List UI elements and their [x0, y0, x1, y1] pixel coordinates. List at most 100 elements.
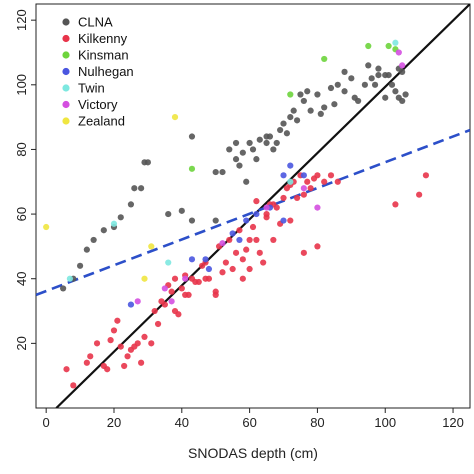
point-kilkenny [293, 194, 301, 202]
point-clna [341, 68, 348, 75]
point-kilkenny [304, 178, 311, 185]
point-kilkenny [422, 172, 430, 179]
x-tick-label: 40 [175, 415, 189, 430]
point-kilkenny [392, 201, 399, 208]
point-clna [266, 133, 274, 140]
point-clna [321, 104, 328, 111]
point-kilkenny [270, 236, 277, 244]
point-nulhegan [300, 172, 307, 179]
point-kinsman [287, 91, 294, 98]
y-axis-ticks: 20 40 60 80 100 120 [14, 9, 36, 351]
point-clna [131, 185, 138, 192]
point-nulhegan [243, 217, 250, 224]
point-clna [178, 207, 185, 214]
y-tick-label: 80 [14, 142, 29, 156]
point-zealand [171, 114, 179, 121]
point-clna [144, 159, 151, 166]
point-kilkenny [70, 382, 77, 389]
point-clna [341, 88, 348, 95]
point-twin [110, 220, 118, 227]
point-kilkenny [63, 366, 70, 373]
x-tick-label: 80 [310, 415, 324, 430]
point-clna [348, 75, 355, 82]
point-kilkenny [239, 275, 246, 282]
point-nulhegan [205, 265, 213, 273]
point-clna [232, 156, 240, 163]
y-tick-label: 120 [14, 9, 29, 31]
point-victory [219, 240, 226, 247]
point-kilkenny [327, 172, 335, 179]
legend-label-clna: CLNA [78, 15, 113, 30]
point-clna [277, 126, 284, 134]
point-clna [297, 91, 304, 98]
point-kilkenny [171, 307, 179, 315]
point-clna [138, 185, 145, 192]
point-kilkenny [307, 185, 314, 192]
x-tick-label: 20 [107, 415, 121, 430]
point-kilkenny [148, 340, 155, 347]
point-kinsman [385, 42, 392, 50]
point-clna [117, 214, 124, 221]
point-kilkenny [171, 275, 179, 282]
y-tick-label: 60 [14, 207, 29, 221]
point-kilkenny [134, 340, 141, 347]
point-clna [226, 146, 233, 153]
point-kinsman [321, 55, 328, 63]
legend-marker-clna [62, 18, 70, 26]
point-kilkenny [161, 301, 168, 308]
point-nulhegan [253, 210, 260, 218]
x-tick-label: 120 [442, 415, 464, 430]
point-kilkenny [93, 340, 101, 347]
y-tick-label: 40 [14, 271, 29, 285]
point-clna [290, 107, 297, 114]
legend-label-kilkenny: Kilkenny [78, 31, 128, 46]
point-clna [253, 156, 260, 163]
x-tick-label: 0 [43, 415, 50, 430]
point-kilkenny [151, 307, 158, 315]
legend-marker-kinsman [62, 51, 70, 59]
point-kilkenny [229, 265, 236, 273]
legend-label-kinsman: Kinsman [78, 48, 129, 63]
legend-label-nulhegan: Nulhegan [78, 64, 134, 79]
point-kilkenny [314, 243, 321, 250]
point-clna [375, 65, 382, 72]
x-axis-title: SNODAS depth (cm) [188, 445, 318, 461]
point-kilkenny [287, 217, 294, 224]
point-twin [66, 275, 74, 282]
point-clna [219, 168, 226, 176]
point-zealand [148, 243, 155, 250]
point-clna [307, 107, 314, 114]
point-kilkenny [114, 317, 121, 324]
point-clna [375, 72, 382, 79]
point-clna [90, 236, 97, 244]
point-clna [236, 162, 243, 169]
dashed-fit-line [36, 128, 470, 297]
point-clna [270, 146, 277, 153]
point-clna [327, 84, 335, 92]
point-kilkenny [253, 198, 260, 205]
point-kilkenny [212, 291, 219, 298]
point-clna [249, 146, 257, 153]
point-kilkenny [195, 278, 202, 286]
point-clna [83, 246, 90, 253]
point-clna [399, 97, 406, 105]
point-victory [395, 49, 402, 56]
point-twin [392, 39, 399, 46]
point-clna [287, 114, 294, 121]
point-kilkenny [246, 265, 253, 273]
point-twin [287, 178, 294, 185]
point-nulhegan [202, 256, 209, 263]
point-kilkenny [124, 353, 131, 360]
point-clna [382, 94, 389, 101]
x-axis-ticks: 0 20 40 60 80 100 120 [43, 408, 464, 430]
point-clna [317, 110, 324, 117]
point-clna [361, 81, 368, 88]
point-clna [212, 168, 219, 176]
point-kilkenny [219, 269, 226, 276]
point-kilkenny [232, 249, 240, 256]
point-clna [402, 91, 409, 98]
point-zealand [43, 223, 50, 231]
point-victory [134, 298, 141, 305]
legend-label-twin: Twin [78, 81, 105, 96]
